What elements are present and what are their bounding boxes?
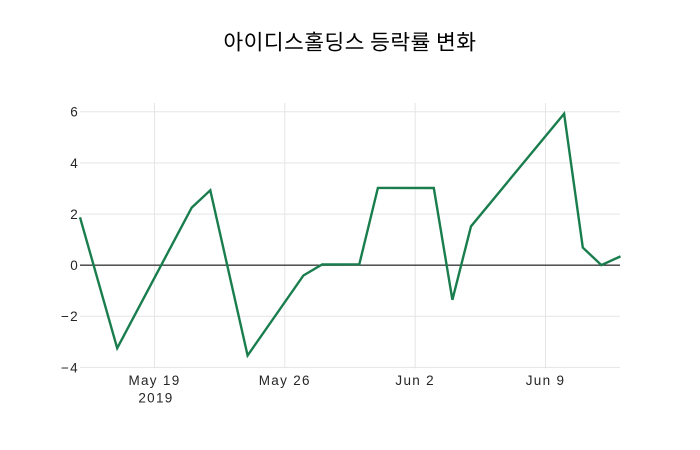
- svg-text:2019: 2019: [138, 390, 173, 405]
- svg-text:Jun 2: Jun 2: [395, 373, 435, 388]
- svg-text:−2: −2: [61, 309, 79, 324]
- svg-text:0: 0: [70, 258, 79, 273]
- svg-text:−4: −4: [61, 360, 79, 375]
- svg-text:May 26: May 26: [259, 373, 311, 388]
- svg-text:2: 2: [70, 207, 79, 222]
- svg-text:May 19: May 19: [128, 373, 180, 388]
- svg-text:Jun 9: Jun 9: [526, 373, 566, 388]
- svg-text:4: 4: [70, 156, 79, 171]
- svg-text:6: 6: [70, 105, 79, 120]
